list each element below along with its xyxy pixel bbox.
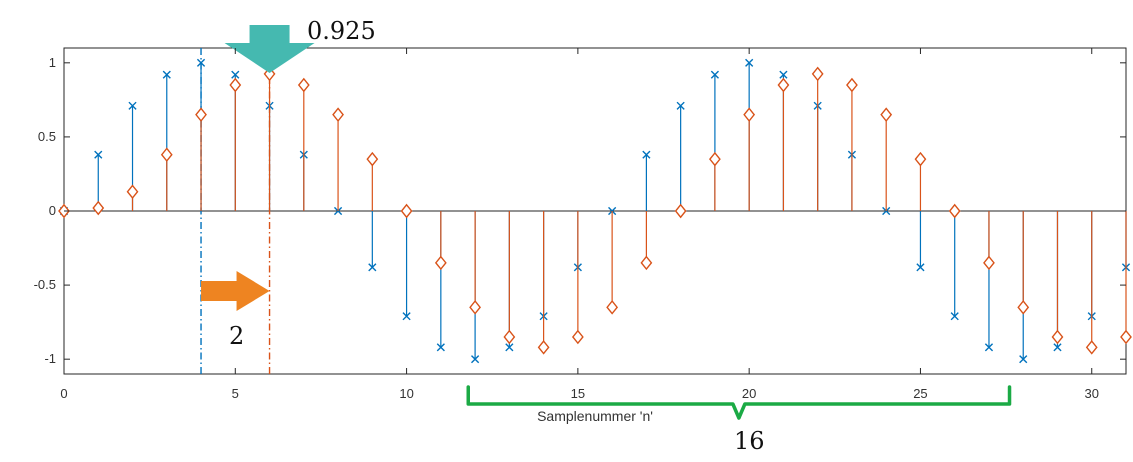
blue-stem-marker (196, 58, 206, 67)
y-axis-tick-label: 0 (49, 203, 56, 218)
orange-stem-marker (229, 77, 242, 93)
y-axis-tick-label: -0.5 (34, 277, 56, 292)
orange-stem-marker (503, 329, 516, 345)
shift-arrow (201, 271, 270, 311)
orange-stem-marker (914, 151, 927, 167)
orange-stem-marker (366, 151, 379, 167)
orange-stem-marker (948, 203, 961, 219)
orange-stem-marker (469, 300, 481, 315)
orange-stem-marker (571, 329, 584, 345)
x-axis-tick-label: 10 (399, 386, 413, 401)
blue-stem-marker (779, 70, 788, 79)
orange-stem-marker (434, 255, 447, 271)
blue-stem-marker (745, 58, 754, 67)
orange-stem-marker (297, 77, 310, 93)
orange-stem-marker (332, 107, 344, 122)
blue-stem-marker (984, 343, 994, 352)
blue-stem-marker (916, 263, 925, 272)
orange-stem-marker (846, 77, 858, 93)
orange-stem-marker (126, 184, 139, 200)
blue-stem-marker (1053, 343, 1062, 352)
period-label: 16 (734, 427, 765, 455)
orange-stem-marker (1017, 300, 1030, 315)
orange-stem-marker (880, 107, 893, 122)
peak-pointer-arrow (224, 25, 315, 73)
blue-stem-marker (710, 70, 719, 79)
orange-stem-marker (640, 255, 653, 271)
blue-stem-marker (368, 263, 377, 272)
y-axis-tick-label: 1 (49, 55, 56, 70)
orange-stem-marker (709, 151, 721, 167)
x-axis-tick-label: 5 (232, 386, 239, 401)
shift-label: 2 (229, 322, 244, 350)
blue-stem-marker (162, 70, 171, 79)
blue-stem-marker (642, 150, 651, 159)
orange-stem-marker (743, 107, 756, 122)
period-brace (466, 385, 1012, 420)
orange-stem-marker (777, 77, 790, 93)
annotation-layer (201, 25, 1012, 420)
orange-stem-marker (537, 340, 550, 355)
orange-stem-marker (674, 203, 687, 219)
blue-stem-marker (471, 355, 480, 364)
peak-value-label: 0.925 (307, 17, 376, 45)
orange-stem-marker (195, 107, 207, 122)
x-axis-tick-label: 15 (571, 386, 585, 401)
orange-stem-marker (983, 255, 995, 271)
orange-stem-marker (606, 300, 619, 315)
orange-stem-marker (1051, 329, 1064, 345)
orange-stem-marker (92, 200, 105, 216)
orange-stem-marker (811, 66, 824, 82)
orange-stem-marker (1120, 329, 1132, 345)
orange-stem-marker (1085, 340, 1098, 355)
orange-stem-marker (160, 147, 173, 163)
blue-stem-marker (436, 343, 445, 352)
blue-stem-marker (402, 312, 411, 321)
axis-layer: -1-0.500.510 5 10 15 20 25 30 (34, 48, 1126, 401)
mark-layer (58, 58, 1132, 364)
blue-stem-marker (1019, 355, 1028, 364)
x-axis-title: Samplenummer 'n' (537, 408, 653, 424)
x-axis-tick-label: 0 (60, 386, 67, 401)
x-axis-tick-label: 25 (913, 386, 927, 401)
x-axis-tick-label: 30 (1085, 386, 1099, 401)
blue-stem-marker (128, 101, 137, 110)
x-axis-tick-label: 20 (742, 386, 756, 401)
orange-stem-marker (400, 203, 413, 219)
blue-stem-marker (950, 312, 959, 321)
blue-stem-marker (231, 70, 240, 79)
blue-stem-marker (94, 150, 103, 159)
y-axis-tick-label: -1 (44, 351, 56, 366)
plot-layer (63, 47, 1127, 375)
blue-stem-marker (676, 101, 685, 110)
blue-stem-marker (505, 343, 514, 352)
y-axis-tick-label: 0.5 (38, 129, 56, 144)
